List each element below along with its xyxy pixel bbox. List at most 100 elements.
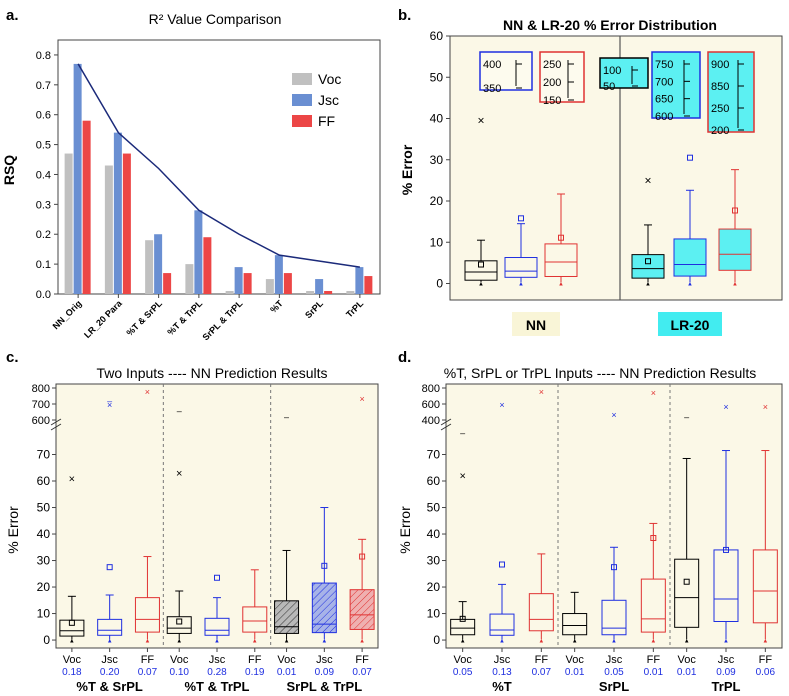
upper-outlier-marker: × — [763, 402, 768, 412]
inset-tick-label: 150 — [543, 95, 561, 107]
axis-break-mark — [50, 418, 62, 426]
box-mean-marker — [645, 258, 651, 265]
box-iqr — [528, 593, 554, 632]
lower-ytick-label: 50 — [37, 501, 51, 515]
inset-tick-label: 400 — [483, 59, 501, 71]
lr20-group-label: LR-20 — [671, 317, 710, 333]
rsq-label: 0.01 — [565, 667, 585, 678]
box-mean-marker — [611, 564, 617, 571]
inset-box — [479, 51, 533, 91]
box-max-marker: × — [69, 473, 75, 485]
xtick-label: FF — [759, 654, 773, 666]
box-mean-marker — [214, 574, 220, 581]
legend-label-voc: Voc — [318, 71, 341, 87]
bar-voc-0 — [64, 153, 73, 294]
bar-jsc-5 — [274, 255, 283, 294]
box-iqr — [134, 597, 160, 633]
box-mean-marker — [650, 535, 657, 541]
upper-outlier-marker: – — [684, 412, 689, 422]
axis-break-mark — [440, 423, 452, 431]
box-iqr — [640, 578, 666, 633]
inset-tick-label: 850 — [711, 81, 729, 93]
panel-a-xtick-label: TrPL — [344, 298, 366, 320]
rsq-label: 0.28 — [207, 667, 227, 678]
box-max-marker: × — [459, 471, 465, 483]
box-min-marker: ▲ — [650, 638, 656, 644]
panel-b: b. NN & LR-20 % Error Distribution % Err… — [398, 7, 783, 336]
bar-jsc-7 — [355, 267, 364, 294]
group-label: SrPL & TrPL — [287, 679, 363, 694]
panel-a-title: R² Value Comparison — [149, 11, 282, 27]
lower-ytick-label: 60 — [427, 474, 441, 488]
panel-a-legend: Voc Jsc FF — [292, 71, 341, 129]
box-mean-marker — [478, 261, 484, 268]
panel-d: d. %T, SrPL or TrPL Inputs ---- NN Predi… — [397, 349, 783, 694]
box-mean-marker — [176, 618, 183, 625]
box-iqr — [97, 618, 123, 636]
nn-group-label-box — [512, 312, 560, 336]
box-mean-marker — [106, 564, 113, 571]
panel-a: a. R² Value Comparison RSQ 0.0 0.1 0.2 0.3 0… — [1, 7, 381, 342]
box-iqr — [562, 613, 588, 636]
group-label: SrPL — [599, 679, 629, 694]
panel-c-letter: c. — [6, 349, 19, 366]
panel-b-ytick-label: 0 — [436, 277, 443, 291]
box-mean-marker — [459, 615, 466, 622]
rsq-label: 0.01 — [644, 667, 664, 678]
panel-a-ytick-label: 0.1 — [36, 259, 51, 271]
box-lr20-fill — [719, 229, 751, 271]
panel-a-ytick-label: 0.0 — [36, 289, 51, 301]
lower-ytick-label: 10 — [427, 607, 441, 621]
upper-ytick-label: 400 — [422, 415, 440, 427]
rsq-label: 0.13 — [492, 667, 512, 678]
panel-b-ytick-label: 40 — [430, 112, 444, 126]
legend-swatch-ff — [292, 115, 312, 127]
bar-ff-5 — [283, 273, 292, 294]
lower-ytick-label: 30 — [37, 554, 51, 568]
box-max-marker: × — [477, 114, 484, 128]
rsq-label: 0.07 — [352, 667, 372, 678]
rsq-label: 0.09 — [315, 667, 335, 678]
box-mean-marker — [68, 619, 75, 626]
upper-outlier-marker: – — [460, 428, 465, 438]
rsq-label: 0.19 — [245, 667, 265, 678]
bar-jsc-0 — [73, 63, 82, 294]
lower-ytick-label: 50 — [427, 501, 441, 515]
panel-a-xtick-label: SrPL & TrPL — [200, 298, 244, 342]
panel-a-ytick-label: 0.6 — [36, 110, 51, 122]
upper-outlier-marker: – — [284, 412, 289, 422]
lower-ytick-label: 70 — [427, 448, 441, 462]
bar-ff-0 — [82, 120, 91, 295]
box-min-marker: ▲ — [572, 639, 578, 645]
box-iqr — [450, 618, 476, 636]
panel-a-xtick-label: %T & SrPL — [124, 298, 164, 338]
box-iqr — [274, 600, 300, 634]
box-min-marker: ▲ — [359, 638, 365, 644]
lower-ytick-label: 20 — [37, 580, 51, 594]
box-mean-marker — [723, 546, 729, 553]
panel-d-ylabel: % Error — [397, 506, 413, 554]
box-min-marker: ▲ — [252, 638, 258, 644]
panel-frame — [445, 383, 783, 649]
bar-jsc-2 — [154, 234, 163, 294]
box-iqr — [349, 589, 375, 630]
box-iqr — [242, 606, 268, 633]
box-min-marker: ▲ — [499, 639, 505, 645]
upper-outlier-marker: × — [723, 402, 728, 412]
panel-a-ytick-label: 0.2 — [36, 229, 51, 241]
panel-d-title: %T, SrPL or TrPL Inputs ---- NN Predicti… — [444, 365, 757, 381]
box-iqr — [504, 257, 538, 278]
box-min-marker: ▲ — [460, 639, 466, 645]
box-lr20-fill — [632, 254, 664, 279]
panel-b-title: NN & LR-20 % Error Distribution — [503, 17, 717, 33]
lower-ytick-label: 30 — [427, 554, 441, 568]
panel-b-plot: 0 10 20 30 40 50 60 ▲ × ▲ ▲ ▲ × ▲ ▲ 400 350 250 200 150 100 5… — [430, 29, 783, 301]
box-mean-marker — [683, 578, 690, 585]
box-mean-marker — [732, 207, 738, 214]
panel-b-ytick-label: 10 — [430, 235, 444, 249]
box-mean-marker — [518, 215, 524, 222]
upper-ytick-label: 700 — [32, 399, 50, 411]
panel-a-xtick-label: NN_Orig — [51, 298, 84, 331]
